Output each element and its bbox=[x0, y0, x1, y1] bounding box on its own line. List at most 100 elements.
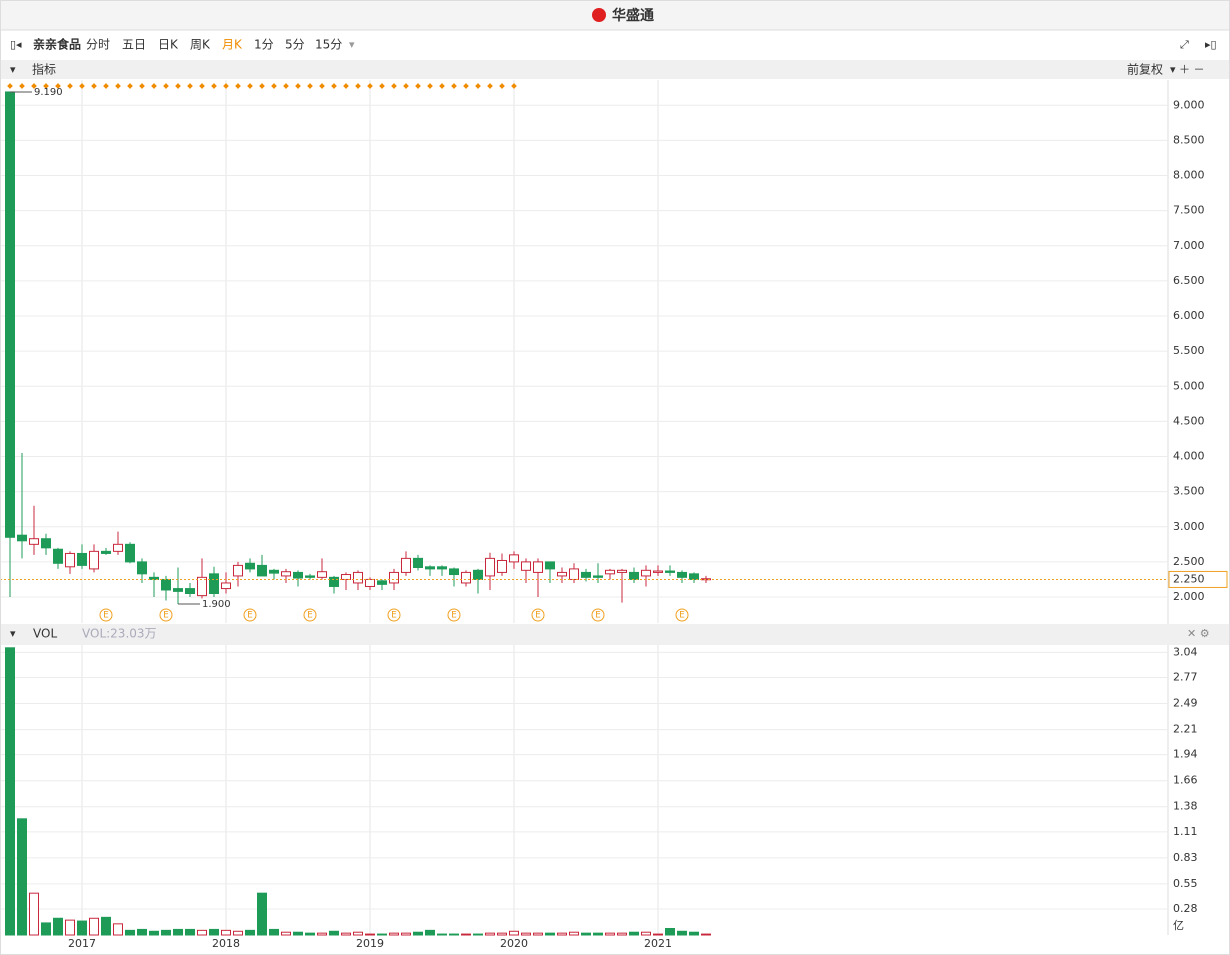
indicator-label[interactable]: 指标 bbox=[32, 62, 56, 77]
fullscreen-icon[interactable]: ⤢ bbox=[1180, 38, 1189, 51]
candle-body bbox=[245, 562, 255, 570]
volume-bar bbox=[365, 933, 375, 936]
period-tab[interactable]: 周K bbox=[190, 38, 211, 52]
y-tick-label: 7.000 bbox=[1173, 239, 1205, 252]
y-tick-label: 8.000 bbox=[1173, 169, 1205, 182]
volume-bar bbox=[701, 933, 711, 936]
event-dot bbox=[127, 83, 133, 89]
candle-body bbox=[281, 571, 291, 577]
logo-icon bbox=[592, 8, 606, 22]
volume-bar bbox=[257, 892, 267, 936]
candle-body bbox=[125, 543, 135, 563]
candle-body bbox=[257, 564, 267, 577]
y-tick-label: 0.28 bbox=[1173, 902, 1198, 915]
event-dot bbox=[223, 83, 229, 89]
x-tick-label: 2018 bbox=[212, 937, 240, 950]
x-tick-label: 2021 bbox=[644, 937, 672, 950]
volume-bar bbox=[377, 933, 387, 936]
event-dot bbox=[271, 83, 277, 89]
volume-bar bbox=[629, 931, 639, 936]
event-marker bbox=[447, 608, 461, 622]
y-tick-label: 2.000 bbox=[1173, 590, 1205, 603]
y-tick-label: 1.38 bbox=[1173, 800, 1198, 813]
y-tick-label: 9.000 bbox=[1173, 98, 1205, 111]
event-dot bbox=[499, 83, 505, 89]
volume-bar bbox=[617, 932, 627, 936]
volume-bar bbox=[65, 919, 75, 936]
volume-bar bbox=[77, 920, 87, 936]
period-dropdown[interactable]: ▾ bbox=[349, 38, 355, 51]
period-tab[interactable]: 分时 bbox=[86, 38, 110, 52]
volume-bar bbox=[401, 932, 411, 936]
candle-body bbox=[641, 569, 651, 577]
candle-body bbox=[545, 561, 555, 570]
candle-body bbox=[401, 557, 411, 573]
period-tab[interactable]: 1分 bbox=[254, 38, 274, 52]
last-price-box bbox=[1168, 570, 1228, 588]
candle-body bbox=[329, 576, 339, 587]
period-tab[interactable]: 15分 bbox=[315, 38, 342, 52]
event-dot bbox=[427, 83, 433, 89]
volume-bar bbox=[281, 931, 291, 936]
event-dot bbox=[199, 83, 205, 89]
event-marker bbox=[387, 608, 401, 622]
candle-body bbox=[185, 588, 195, 594]
volume-bar bbox=[113, 923, 123, 936]
volume-bar bbox=[29, 892, 39, 936]
volume-bar bbox=[389, 932, 399, 936]
event-dot bbox=[67, 83, 73, 89]
volume-bar bbox=[545, 932, 555, 936]
volume-bar bbox=[161, 929, 171, 936]
adjust-dropdown[interactable]: ▾ ＋ － bbox=[1170, 63, 1205, 76]
candle-body bbox=[161, 578, 171, 591]
event-marker-label: E bbox=[451, 611, 457, 621]
y-tick-label: 3.04 bbox=[1173, 645, 1198, 658]
candle-body bbox=[233, 564, 243, 577]
volume-bar bbox=[509, 930, 519, 936]
period-tab[interactable]: 五日 bbox=[122, 38, 146, 52]
candle-body bbox=[221, 582, 231, 590]
volume-bar bbox=[149, 930, 159, 936]
vol-title: VOL bbox=[33, 627, 57, 641]
candle-body bbox=[305, 575, 315, 578]
candle-body bbox=[41, 538, 51, 549]
period-tab[interactable]: 日K bbox=[158, 38, 179, 52]
candle-body bbox=[293, 571, 303, 579]
volume-bar bbox=[569, 931, 579, 936]
volume-bar bbox=[209, 928, 219, 936]
dropdown[interactable]: ▾ bbox=[10, 63, 16, 76]
close-icon[interactable]: ✕ ⚙ bbox=[1187, 627, 1210, 640]
candle-body bbox=[629, 571, 639, 580]
vol-unit: 亿 bbox=[1173, 919, 1184, 932]
expand-icon[interactable]: ▸▯ bbox=[1205, 38, 1217, 51]
event-marker-label: E bbox=[247, 611, 253, 621]
event-dot bbox=[211, 83, 217, 89]
candle-body bbox=[461, 571, 471, 584]
candle-body bbox=[497, 559, 507, 573]
volume-bar bbox=[557, 932, 567, 936]
volume-bar bbox=[473, 933, 483, 936]
max-label: 9.190 bbox=[34, 87, 63, 98]
event-dot bbox=[7, 83, 13, 89]
event-marker bbox=[675, 608, 689, 622]
event-dot bbox=[343, 83, 349, 89]
candle-body bbox=[89, 550, 99, 570]
candle-body bbox=[341, 574, 351, 580]
adjust-label[interactable]: 前复权 bbox=[1127, 62, 1163, 77]
period-tab[interactable]: 月K bbox=[222, 38, 243, 52]
dropdown[interactable]: ▾ bbox=[10, 627, 16, 640]
event-marker bbox=[591, 608, 605, 622]
volume-bar bbox=[521, 932, 531, 936]
candle-body bbox=[533, 561, 543, 573]
period-tab[interactable]: 5分 bbox=[285, 38, 305, 52]
candle-body bbox=[137, 561, 147, 575]
volume-bar bbox=[197, 929, 207, 936]
volume-bar bbox=[425, 929, 435, 936]
volume-bar bbox=[173, 928, 183, 936]
event-dot bbox=[391, 83, 397, 89]
x-tick-label: 2019 bbox=[356, 937, 384, 950]
volume-bar bbox=[353, 931, 363, 936]
collapse-icon[interactable]: ▯◂ bbox=[10, 38, 22, 51]
candle-body bbox=[485, 557, 495, 577]
